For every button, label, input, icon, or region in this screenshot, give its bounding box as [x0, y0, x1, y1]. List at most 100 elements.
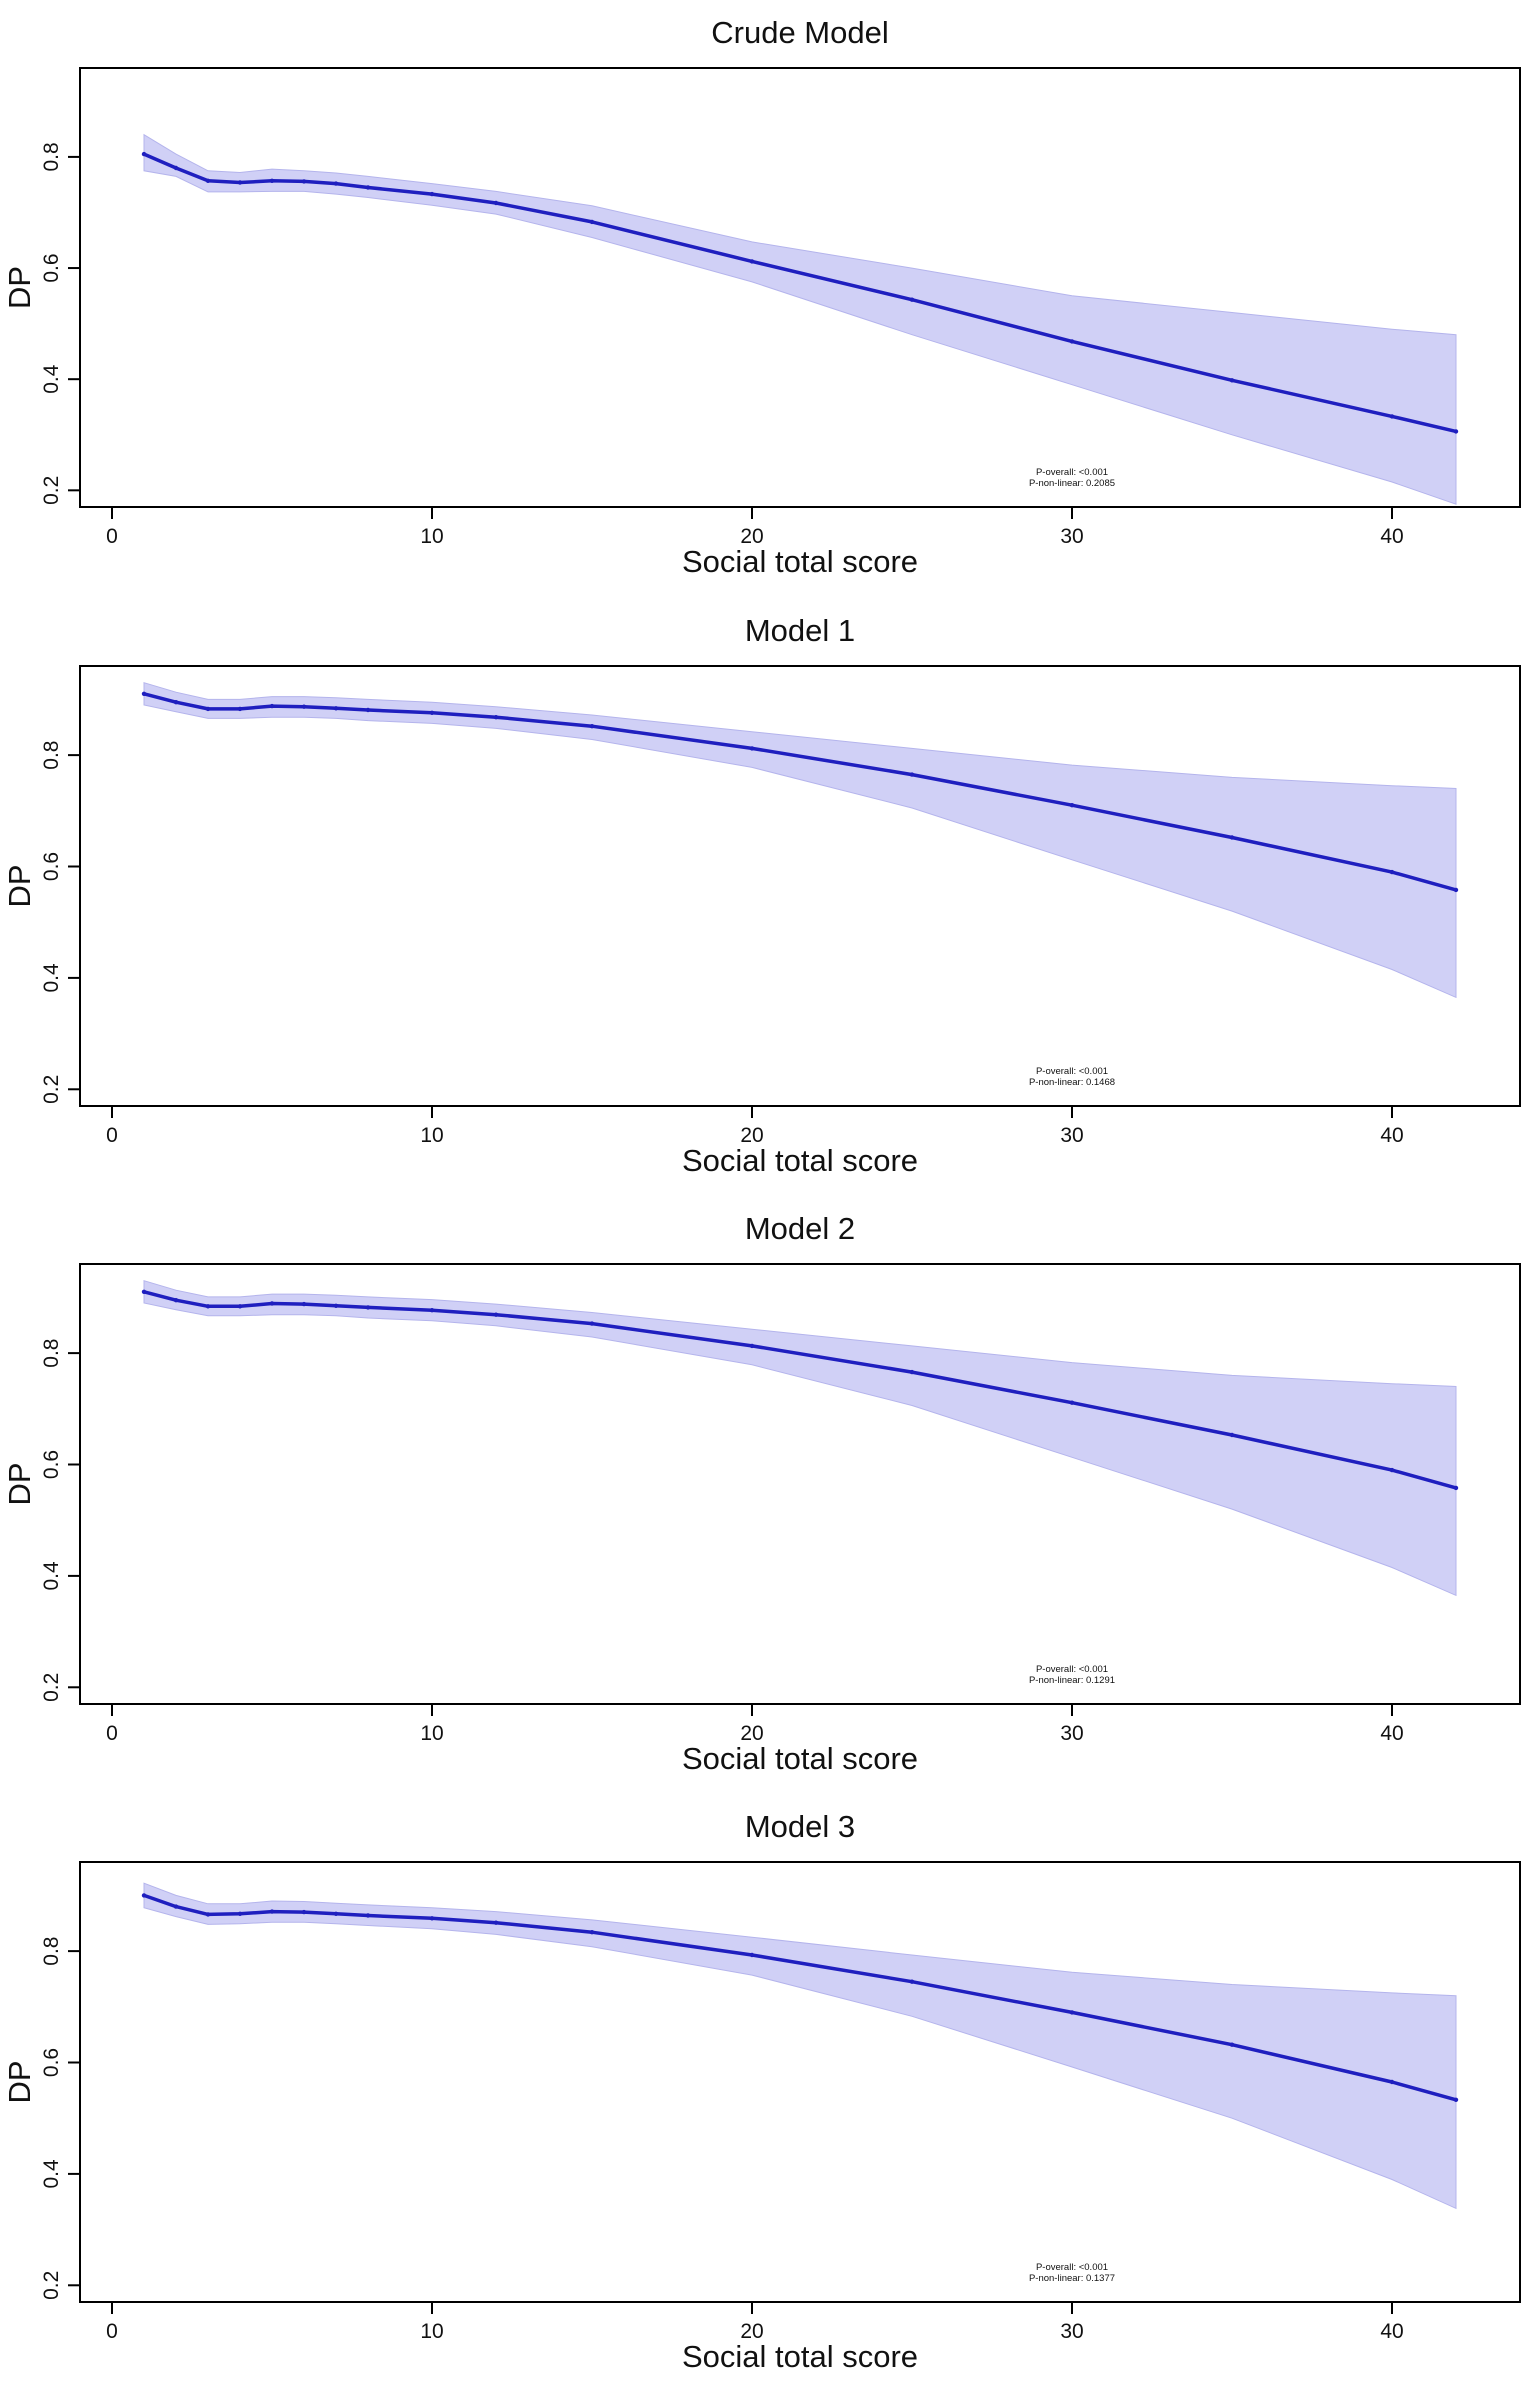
data-point: [173, 165, 179, 171]
data-point: [173, 700, 179, 705]
data-point: [1389, 2079, 1395, 2085]
data-point: [237, 1911, 243, 1917]
confidence-band: [143, 682, 1457, 999]
data-point: [493, 200, 499, 206]
data-point: [301, 1909, 307, 1915]
x-tick-label: 0: [106, 525, 118, 548]
y-tick-label: 0.4: [40, 963, 63, 993]
x-tick-label: 10: [420, 525, 443, 548]
p-value-annotation: P-non-linear: 0.1291: [1029, 1675, 1115, 1686]
data-point: [141, 691, 147, 696]
x-tick-label: 10: [420, 1722, 443, 1745]
data-point: [1453, 1485, 1459, 1491]
data-point: [589, 1321, 595, 1326]
chart-panel-3: Model 2 0 10 20 30 40 Social total score 0.2 0.4…: [2, 1211, 1521, 1776]
y-tick-label: 0.8: [40, 142, 63, 171]
data-point: [909, 297, 915, 302]
data-point: [173, 1298, 179, 1303]
data-point: [1389, 1467, 1395, 1473]
data-point: [749, 1952, 755, 1958]
x-tick-label: 30: [1060, 2320, 1083, 2343]
y-tick-label: 0.8: [40, 1937, 63, 1966]
x-tick-label: 20: [740, 525, 763, 548]
data-point: [173, 1904, 179, 1909]
data-point: [365, 185, 371, 190]
chart-title: Model 2: [745, 1211, 855, 1246]
x-axis-label: Social total score: [682, 544, 918, 579]
y-tick-label: 0.2: [40, 476, 63, 505]
data-point: [1453, 887, 1459, 893]
data-point: [429, 1308, 435, 1313]
data-point: [1453, 429, 1459, 434]
chart-panel-4: Model 3 0 10 20 30 40 Social total score 0.2 0.4…: [2, 1809, 1521, 2374]
chart-title: Crude Model: [711, 15, 888, 50]
y-tick-label: 0.6: [40, 253, 63, 282]
x-tick-label: 10: [420, 2320, 443, 2343]
data-point: [1453, 2097, 1459, 2102]
data-point: [333, 706, 339, 711]
data-point: [269, 1301, 275, 1306]
y-tick-label: 0.4: [40, 1561, 63, 1591]
data-point: [909, 1369, 915, 1375]
data-point: [141, 151, 147, 157]
data-point: [365, 1913, 371, 1918]
data-point: [269, 178, 275, 183]
x-tick-label: 20: [740, 2320, 763, 2343]
chart-title: Model 3: [745, 1809, 855, 1844]
x-axis-label: Social total score: [682, 1143, 918, 1178]
data-point: [429, 710, 435, 715]
x-tick-label: 30: [1060, 525, 1083, 548]
x-axis-label: Social total score: [682, 2339, 918, 2374]
x-tick-label: 30: [1060, 1124, 1083, 1147]
p-value-annotation: P-non-linear: 0.1468: [1029, 1077, 1115, 1088]
y-axis-label: DP: [2, 266, 37, 309]
data-point: [205, 1912, 211, 1917]
data-point: [269, 703, 275, 709]
data-point: [1069, 1400, 1075, 1405]
data-point: [365, 1305, 371, 1310]
p-value-annotation: P-overall: <0.001: [1036, 1066, 1108, 1077]
y-tick-label: 0.8: [40, 1339, 63, 1368]
y-tick-label: 0.6: [40, 1450, 63, 1479]
data-point: [237, 1304, 243, 1309]
data-point: [589, 219, 595, 225]
chart-title: Model 1: [745, 613, 855, 648]
data-point: [1229, 1432, 1235, 1438]
data-point: [301, 704, 307, 709]
x-tick-label: 40: [1380, 2320, 1403, 2343]
x-tick-label: 40: [1380, 525, 1403, 548]
x-tick-label: 0: [106, 2320, 118, 2343]
data-point: [589, 724, 595, 729]
data-point: [269, 1909, 275, 1914]
y-tick-label: 0.2: [40, 1673, 63, 1702]
x-tick-label: 10: [420, 1124, 443, 1147]
data-point: [205, 706, 211, 712]
data-point: [301, 1301, 307, 1307]
x-tick-label: 40: [1380, 1722, 1403, 1745]
data-point: [589, 1930, 595, 1935]
data-point: [333, 181, 339, 186]
data-point: [749, 259, 755, 264]
y-axis-label: DP: [2, 1462, 37, 1505]
plot-frame: [79, 665, 1521, 1107]
x-tick-label: 20: [740, 1124, 763, 1147]
data-point: [301, 179, 307, 184]
y-tick-label: 0.2: [40, 2271, 63, 2300]
data-point: [493, 1312, 499, 1317]
x-tick-label: 40: [1380, 1124, 1403, 1147]
data-point: [1389, 414, 1395, 419]
plot-frame: [79, 1861, 1521, 2303]
data-point: [1389, 869, 1395, 875]
data-point: [493, 1920, 499, 1925]
p-value-annotation: P-overall: <0.001: [1036, 2262, 1108, 2273]
data-point: [749, 746, 755, 751]
data-point: [205, 1304, 211, 1309]
data-point: [237, 180, 243, 185]
y-tick-label: 0.4: [40, 2159, 63, 2189]
p-value-annotation: P-non-linear: 0.2085: [1029, 478, 1115, 489]
data-point: [1229, 2042, 1235, 2047]
y-axis-label: DP: [2, 2060, 37, 2103]
data-point: [365, 707, 371, 713]
x-tick-label: 0: [106, 1124, 118, 1147]
